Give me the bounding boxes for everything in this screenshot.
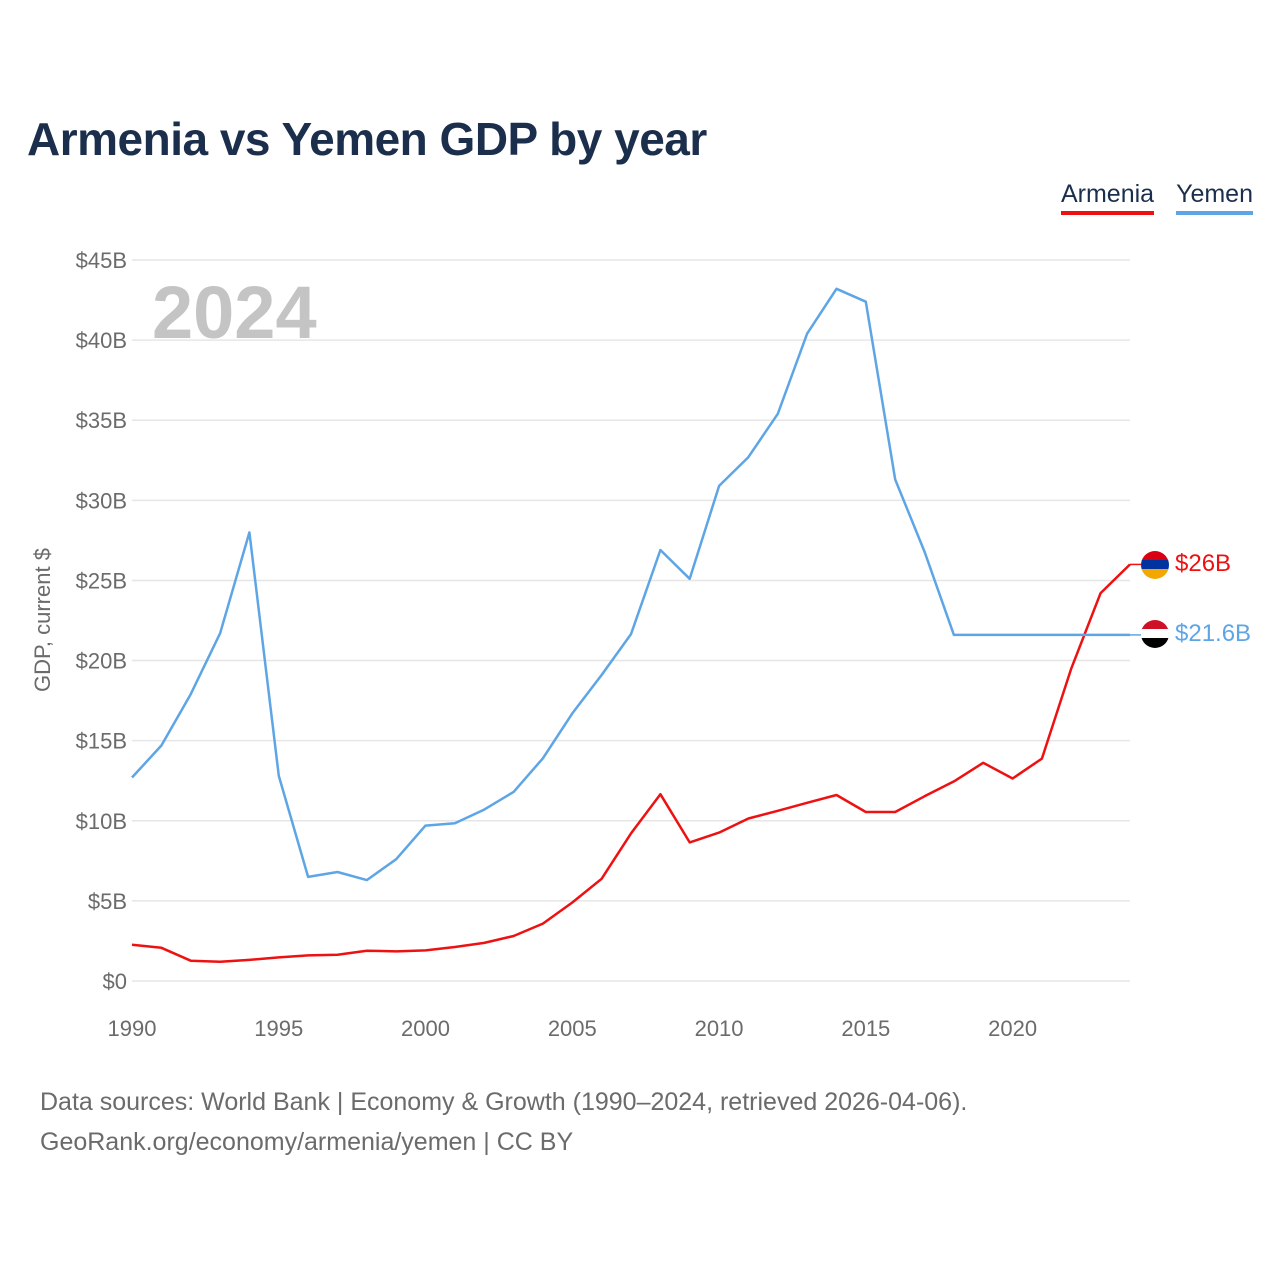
x-tick-label: 2020 <box>988 1016 1037 1041</box>
armenia-end-value-label: $26B <box>1175 550 1231 577</box>
gdp-line-chart: $0 $5B $10B $15B $20B $25B $30B $35B $40B $45B 19… <box>30 248 1251 1041</box>
x-tick-label: 2010 <box>695 1016 744 1041</box>
y-tick-label: $15B <box>76 729 127 754</box>
legend-item-armenia[interactable]: Armenia <box>1060 180 1155 215</box>
source-note: Data sources: World Bank | Economy & Gro… <box>40 1082 967 1162</box>
y-tick-label: $25B <box>76 568 127 593</box>
x-tick-label: 2000 <box>401 1016 450 1041</box>
legend-item-yemen[interactable]: Yemen <box>1176 180 1253 215</box>
y-tick-label: $20B <box>76 649 127 674</box>
y-tick-label: $5B <box>88 889 127 914</box>
series-line-armenia <box>131 563 1131 964</box>
y-tick-label: $30B <box>76 488 127 513</box>
x-tick-label: 2005 <box>548 1016 597 1041</box>
y-axis-label: GDP, current $ <box>30 548 55 692</box>
x-axis-ticks: 1990 1995 2000 2005 2010 2015 2020 <box>108 1016 1038 1041</box>
y-tick-label: $10B <box>76 809 127 834</box>
y-tick-label: $35B <box>76 408 127 433</box>
x-tick-label: 1995 <box>254 1016 303 1041</box>
year-watermark: 2024 <box>152 271 317 354</box>
yemen-flag-icon <box>1141 620 1169 648</box>
source-line-2[interactable]: GeoRank.org/economy/armenia/yemen | CC B… <box>40 1128 574 1156</box>
chart-title: Armenia vs Yemen GDP by year <box>27 113 707 165</box>
y-axis-ticks: $0 $5B $10B $15B $20B $25B $30B $35B $40B $45B <box>76 248 127 994</box>
yemen-end-value-label: $21.6B <box>1175 620 1251 647</box>
x-tick-label: 1990 <box>108 1016 157 1041</box>
x-tick-label: 2015 <box>841 1016 890 1041</box>
y-tick-label: $45B <box>76 248 127 273</box>
legend: Armenia Yemen <box>1060 180 1253 215</box>
armenia-flag-icon <box>1141 551 1169 579</box>
gridlines <box>132 259 1130 982</box>
y-tick-label: $0 <box>103 969 127 994</box>
source-line-1: Data sources: World Bank | Economy & Gro… <box>40 1088 968 1116</box>
y-tick-label: $40B <box>76 328 127 353</box>
series-line-yemen <box>131 287 1130 882</box>
series-lines <box>131 287 1141 964</box>
